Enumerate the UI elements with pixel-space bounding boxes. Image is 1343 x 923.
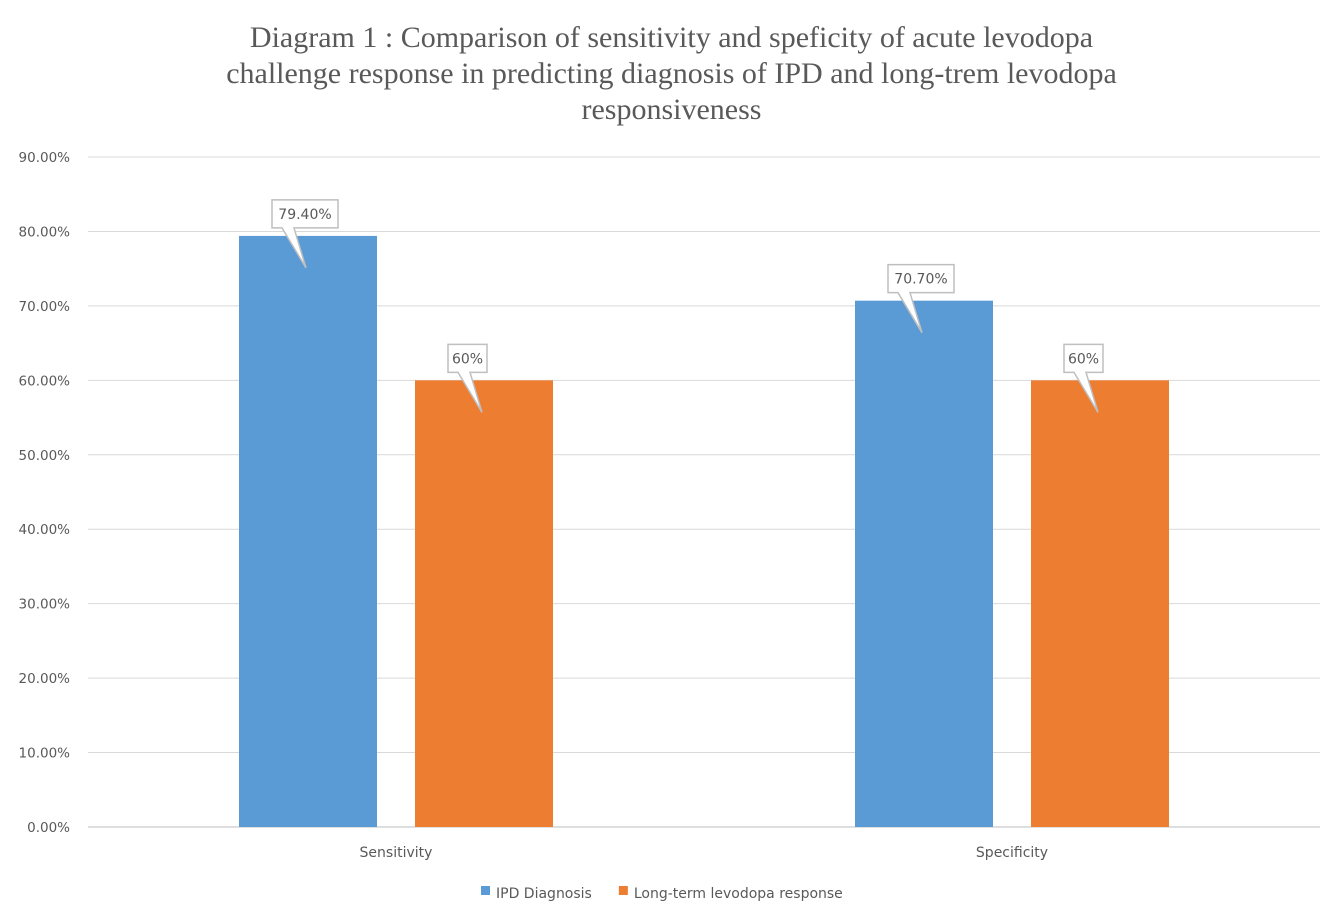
data-labels: 79.40% 60% 70.70% 60% [271,199,1104,413]
callout-box [447,343,488,413]
legend-swatch [481,886,490,895]
bar-specificity-2 [1031,380,1169,827]
legend-item: Long-term levodopa response [618,886,843,902]
callout-box [1063,343,1104,413]
y-tick-label: 30.00% [19,597,71,613]
chart-title-line: responsiveness [581,93,762,126]
data-label-callout: 79.40% [271,199,339,269]
legend: IPD Diagnosis Long-term levodopa response [481,886,843,902]
chart-title-line: challenge response in predicting diagnos… [226,57,1117,90]
callout-box [887,263,955,334]
y-tick-label: 80.00% [19,224,71,240]
y-tick-label: 60.00% [19,373,71,389]
bar-sensitivity-1 [239,235,377,827]
data-label: 70.70% [894,272,947,288]
bar-sensitivity-2 [415,380,553,827]
bars [239,235,1169,828]
legend-label: IPD Diagnosis [496,886,592,902]
y-tick-label: 90.00% [19,150,71,166]
chart-title-line: Diagram 1 : Comparison of sensitivity an… [249,21,1094,54]
y-tick-label: 70.00% [19,299,71,315]
chart-title: Diagram 1 : Comparison of sensitivity an… [0,20,1343,128]
callout-box [271,199,339,269]
data-label: 60% [1068,351,1099,367]
x-category-label: Sensitivity [360,845,433,861]
x-axis-categories: Sensitivity Specificity [360,845,1049,861]
data-label-callout: 70.70% [887,263,955,334]
data-label-callout: 60% [447,343,488,413]
y-tick-label: 50.00% [19,448,71,464]
y-tick-label: 10.00% [19,746,71,762]
legend-item: IPD Diagnosis [481,886,592,902]
legend-label: Long-term levodopa response [634,886,843,902]
y-axis-ticks: 0.00% 10.00% 20.00% 30.00% 40.00% 50.00% 60.00… [19,150,71,836]
data-label-callout: 60% [1063,343,1104,413]
y-tick-label: 40.00% [19,522,71,538]
y-tick-label: 20.00% [19,671,71,687]
data-label: 60% [452,351,483,367]
y-tick-label: 0.00% [27,820,70,836]
bar-specificity-1 [855,300,993,828]
legend-swatch [618,886,628,895]
data-label: 79.40% [278,207,331,223]
x-category-label: Specificity [976,845,1048,861]
